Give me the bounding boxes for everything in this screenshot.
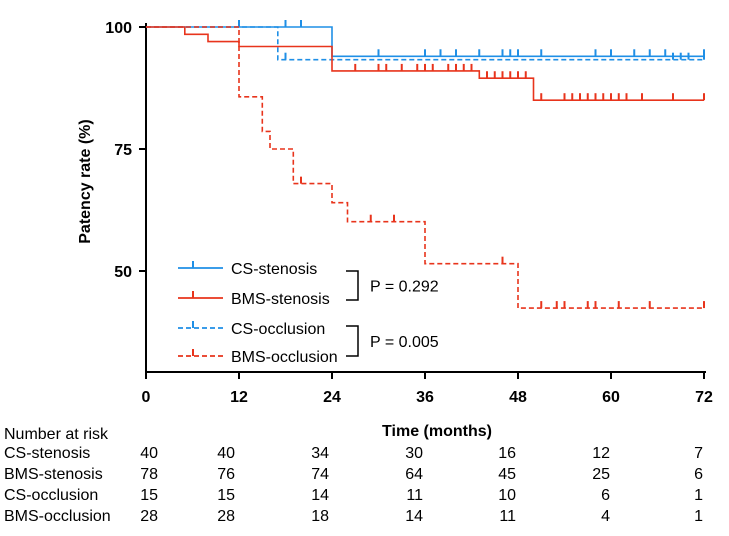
risk-cell: 12: [592, 445, 610, 462]
survival-curves: [146, 20, 705, 309]
x-tick-label: 48: [509, 389, 527, 406]
legend-label: BMS-occlusion: [231, 349, 338, 366]
risk-cell: 25: [592, 466, 610, 483]
risk-cell: 15: [140, 487, 158, 504]
legend-label: BMS-stenosis: [231, 291, 330, 308]
risk-row-label: BMS-stenosis: [4, 466, 103, 483]
risk-cell: 64: [405, 466, 423, 483]
risk-cell: 78: [140, 466, 158, 483]
risk-cell: 6: [694, 466, 703, 483]
y-tick-label: 75: [114, 142, 132, 159]
risk-cell: 76: [217, 466, 235, 483]
x-tick-label: 36: [416, 389, 434, 406]
axes: 0 12 24 36 48 60 72 50 75 100 Time (months) Patency…: [77, 20, 713, 440]
risk-cell: 1: [694, 487, 703, 504]
p-value-bracket: [346, 325, 359, 357]
legend-label: CS-occlusion: [231, 321, 325, 338]
x-tick-label: 60: [602, 389, 620, 406]
curve-bms-stenosis: [146, 26, 704, 101]
x-tick-label: 0: [142, 389, 151, 406]
curve-bms-occlusion: [146, 26, 704, 309]
risk-cell: 34: [311, 445, 329, 462]
risk-cell: 11: [406, 487, 423, 504]
legend-label: CS-stenosis: [231, 261, 317, 278]
risk-cell: 40: [140, 445, 158, 462]
risk-cell: 28: [217, 508, 235, 525]
risk-row-label: BMS-occlusion: [4, 508, 111, 525]
risk-cell: 14: [405, 508, 423, 525]
x-tick-label: 12: [230, 389, 248, 406]
risk-cell: 1: [694, 508, 703, 525]
risk-cell: 7: [694, 445, 703, 462]
p-value-label: P = 0.292: [370, 279, 439, 296]
risk-cell: 6: [601, 487, 610, 504]
p-value-label: P = 0.005: [370, 334, 439, 351]
risk-cell: 74: [311, 466, 329, 483]
risk-cell: 10: [498, 487, 516, 504]
risk-cell: 14: [311, 487, 329, 504]
risk-row-label: CS-stenosis: [4, 445, 91, 462]
risk-cell: 28: [140, 508, 158, 525]
risk-table-title: Number at risk: [4, 426, 109, 443]
risk-cell: 16: [498, 445, 516, 462]
risk-cell: 40: [217, 445, 235, 462]
risk-cell: 18: [311, 508, 329, 525]
risk-cell: 4: [601, 508, 610, 525]
risk-cell: 30: [405, 445, 423, 462]
risk-cell: 15: [217, 487, 235, 504]
y-tick-label: 100: [105, 20, 132, 37]
risk-cell: 11: [499, 508, 516, 525]
x-axis-title: Time (months): [382, 423, 492, 440]
x-tick-label: 72: [695, 389, 713, 406]
p-value-bracket: [346, 270, 359, 301]
risk-cell: 45: [498, 466, 516, 483]
x-tick-label: 24: [323, 389, 341, 406]
risk-row-label: CS-occlusion: [4, 487, 99, 504]
y-axis-title: Patency rate (%): [77, 119, 94, 244]
legend: CS-stenosis BMS-stenosis CS-occlusion BMS-o…: [178, 261, 439, 366]
y-tick-label: 50: [114, 264, 132, 281]
